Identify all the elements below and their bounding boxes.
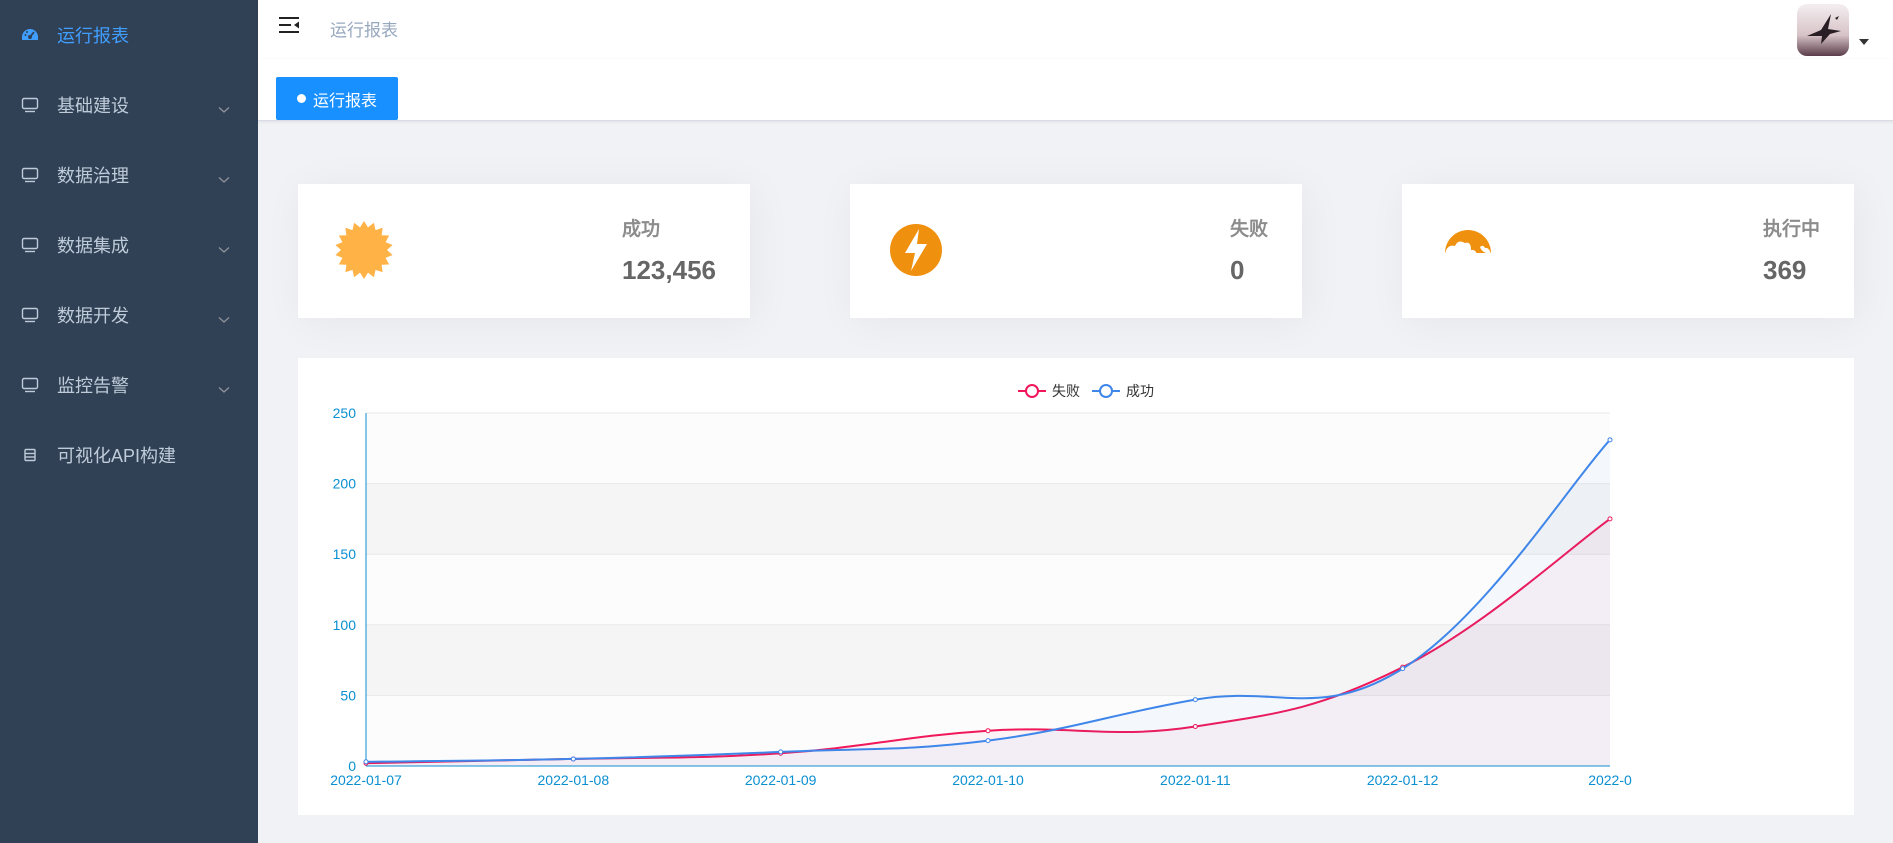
legend-item[interactable]: 失败 [1018, 383, 1080, 399]
sidebar-item-label: 基础建设 [57, 96, 129, 116]
series-area [366, 439, 1610, 766]
active-dot-icon [297, 94, 306, 103]
legend-item[interactable]: 成功 [1092, 383, 1154, 399]
sidebar-item-label: 监控告警 [57, 376, 129, 396]
stat-value: 369 [1762, 255, 1807, 285]
lightning-icon [886, 220, 946, 280]
x-tick-label: 2022-01-11 [1160, 772, 1231, 788]
split-area [366, 624, 1610, 696]
data-point[interactable] [1607, 516, 1613, 522]
monitor-icon [20, 305, 40, 325]
svg-text:成功: 成功 [1126, 383, 1154, 399]
data-point[interactable] [1607, 437, 1613, 443]
line-chart: 0 50 100 150 200 250 2022-01-07 2022-01-08 2022-… [298, 358, 1854, 815]
chevron-down-icon [218, 378, 230, 399]
data-point[interactable] [363, 759, 369, 765]
sun-icon [334, 220, 394, 280]
data-point[interactable] [1400, 666, 1406, 672]
monitor-icon [20, 235, 40, 255]
chevron-down-icon [218, 168, 230, 189]
stat-card-running: 执行中 369 [1402, 184, 1854, 318]
x-tick-label: 2022-01-12 [1367, 772, 1439, 788]
stat-card-failed: 失败 0 [850, 184, 1302, 318]
sidebar-item-visual-api-builder[interactable]: 可视化API构建 [0, 420, 258, 490]
x-tick-label: 2022-0 [1588, 772, 1632, 788]
chevron-down-icon [218, 238, 230, 259]
sidebar-item-infrastructure[interactable]: 基础建设 [0, 70, 258, 140]
y-tick-label: 50 [340, 687, 356, 703]
y-tick-label: 100 [333, 617, 357, 633]
sidebar-item-label: 可视化API构建 [57, 446, 177, 466]
data-point[interactable] [985, 738, 991, 744]
hamburger-icon[interactable] [278, 15, 302, 39]
stat-value: 123,456 [622, 255, 716, 285]
stat-label: 执行中 [1762, 219, 1820, 240]
tags-view: 运行报表 [258, 59, 1893, 121]
data-point[interactable] [1192, 723, 1198, 729]
data-point[interactable] [570, 756, 576, 762]
user-menu[interactable] [1797, 0, 1869, 59]
stat-label: 失败 [1229, 219, 1268, 240]
tag-run-report[interactable]: 运行报表 [276, 77, 399, 120]
y-tick-label: 250 [333, 405, 357, 421]
user-avatar[interactable] [1797, 3, 1849, 56]
sidebar-item-data-governance[interactable]: 数据治理 [0, 140, 258, 210]
sidebar-item-label: 数据开发 [57, 306, 129, 326]
monitor-icon [20, 95, 40, 115]
sidebar-item-monitoring-alerts[interactable]: 监控告警 [0, 350, 258, 420]
tag-label: 运行报表 [313, 92, 378, 110]
x-tick-label: 2022-01-10 [952, 772, 1024, 788]
x-tick-label: 2022-01-09 [745, 772, 817, 788]
x-tick-label: 2022-01-07 [330, 772, 402, 788]
sidebar-item-label: 数据集成 [57, 236, 129, 256]
sidebar-item-label: 数据治理 [57, 166, 129, 186]
cloud-sun-icon [1438, 220, 1498, 280]
chevron-down-icon [218, 308, 230, 329]
monitor-icon [20, 375, 40, 395]
stat-card-success: 成功 123,456 [298, 184, 750, 318]
sidebar: 运行报表 基础建设 数据治理 数据集成 数据开发 监控告警 可视化API构建 [0, 0, 258, 843]
data-point[interactable] [778, 749, 784, 755]
y-tick-label: 200 [333, 476, 357, 492]
y-tick-label: 0 [348, 758, 356, 774]
sidebar-item-data-development[interactable]: 数据开发 [0, 280, 258, 350]
split-area [366, 483, 1610, 555]
series-area [366, 518, 1610, 766]
sidebar-item-label: 运行报表 [57, 26, 129, 46]
form-icon [20, 445, 40, 465]
data-point[interactable] [985, 728, 991, 734]
chevron-down-icon [218, 98, 230, 119]
x-tick-label: 2022-01-08 [538, 772, 610, 788]
sidebar-item-data-integration[interactable]: 数据集成 [0, 210, 258, 280]
caret-down-icon[interactable] [1859, 32, 1869, 50]
split-area [366, 554, 1610, 625]
stat-value: 0 [1229, 255, 1245, 285]
dashboard-icon [20, 25, 40, 45]
y-tick-label: 150 [333, 546, 357, 562]
chart-canvas: 0 50 100 150 200 250 2022-01-07 2022-01-08 2022-… [330, 383, 1632, 788]
breadcrumb: 运行报表 [330, 21, 398, 40]
stat-label: 成功 [622, 219, 661, 240]
sidebar-item-run-report[interactable]: 运行报表 [0, 0, 258, 70]
split-area [366, 413, 1610, 484]
svg-text:失败: 失败 [1052, 383, 1080, 399]
navbar: 运行报表 [258, 0, 1893, 59]
monitor-icon [20, 165, 40, 185]
data-point[interactable] [1192, 697, 1198, 703]
